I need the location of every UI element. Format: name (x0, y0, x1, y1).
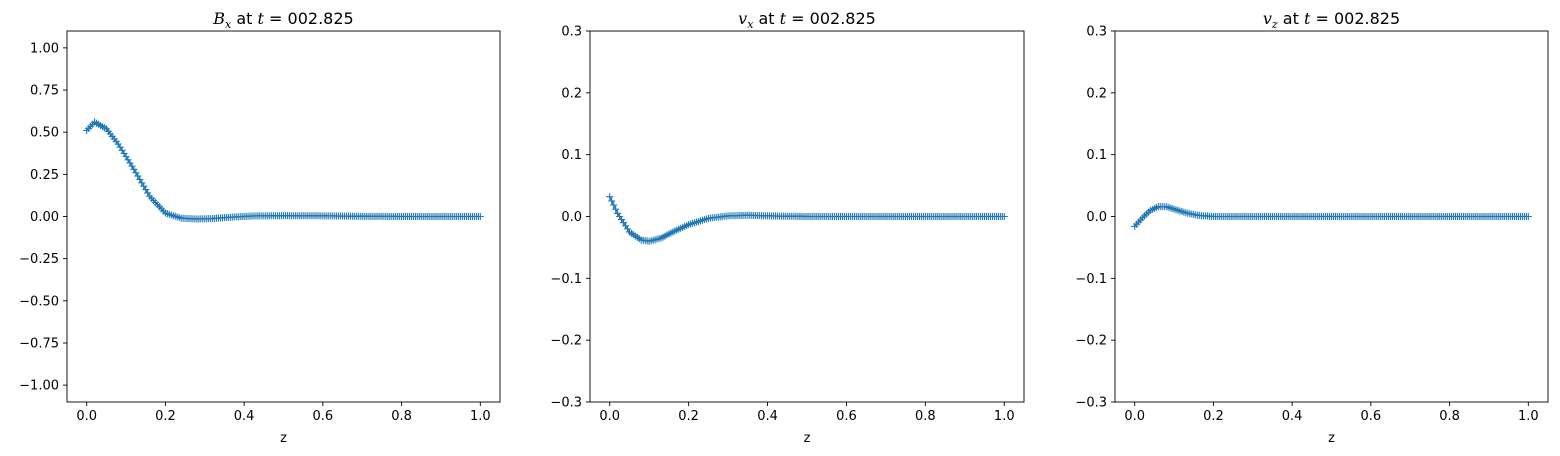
chart-title: vx at t = 002.825 (738, 9, 876, 31)
x-tick-label: 0.6 (1361, 409, 1382, 424)
x-tick-label: 0.4 (1282, 409, 1303, 424)
x-axis-label: z (1328, 431, 1335, 446)
y-tick-label: −0.75 (19, 336, 59, 351)
y-tick-label: −0.2 (1075, 334, 1107, 349)
data-point (612, 205, 620, 213)
chart-title: Bx at t = 002.825 (212, 9, 353, 31)
panel-vz: 0.0 0.2 0.4 0.6 0.8 1.0 −0.3 −0.2 −0.1 0.0 0.1 0.2 0… (1075, 9, 1549, 446)
y-tick-label: −0.3 (550, 396, 582, 411)
y-tick-label: 0.3 (561, 25, 582, 40)
x-tick-label: 1.0 (470, 409, 491, 424)
y-tick-label: −0.50 (19, 294, 59, 309)
x-tick-label: 0.8 (915, 409, 936, 424)
series-line (86, 121, 481, 220)
data-point (606, 193, 614, 201)
x-tick-label: 0.4 (757, 409, 778, 424)
chart-title: vz at t = 002.825 (1263, 9, 1400, 31)
y-tick-label: 0.75 (30, 84, 59, 99)
panel-bx: 0.0 0.2 0.4 0.6 0.8 1.0 −1.00 −0.75 −0.50 −0.25 0.… (19, 9, 501, 446)
x-tick-label: 0.0 (599, 409, 620, 424)
y-tick-label: 0.2 (561, 86, 582, 101)
series-markers (606, 193, 1008, 245)
y-tick-label: −1.00 (19, 379, 59, 394)
y-tick-label: 0.25 (30, 168, 59, 183)
x-tick-label: 0.2 (1203, 409, 1224, 424)
y-tick-label: −0.25 (19, 252, 59, 267)
y-tick-label: −0.1 (1075, 272, 1107, 287)
x-tick-label: 0.4 (234, 409, 255, 424)
x-axis-label: z (804, 431, 811, 446)
data-point (1000, 213, 1008, 220)
data-point (610, 201, 618, 209)
y-tick-label: 0.1 (1086, 148, 1107, 163)
x-tick-label: 0.6 (313, 409, 334, 424)
x-tick-label: 0.6 (836, 409, 857, 424)
series-markers (83, 118, 484, 223)
x-tick-label: 0.0 (1124, 409, 1145, 424)
x-axis-label: z (280, 431, 287, 446)
x-tick-label: 0.2 (678, 409, 699, 424)
x-tick-label: 0.2 (155, 409, 176, 424)
x-tick-label: 0.8 (1439, 409, 1460, 424)
y-tick-label: −0.2 (550, 334, 582, 349)
y-tick-label: −0.1 (550, 272, 582, 287)
data-point (608, 197, 616, 205)
y-tick-label: 1.00 (30, 41, 59, 56)
y-tick-label: 0.50 (30, 126, 59, 141)
data-point (476, 213, 484, 220)
y-tick-label: −0.3 (1075, 396, 1107, 411)
x-tick-label: 1.0 (994, 409, 1015, 424)
y-tick-label: 0.0 (1086, 210, 1107, 225)
y-tick-label: 0.00 (30, 210, 59, 225)
y-tick-label: 0.1 (561, 148, 582, 163)
x-tick-label: 1.0 (1518, 409, 1539, 424)
y-tick-label: 0.2 (1086, 86, 1107, 101)
y-tick-label: 0.3 (1086, 25, 1107, 40)
x-tick-label: 0.0 (76, 409, 97, 424)
data-point (1524, 213, 1532, 220)
y-tick-label: 0.0 (561, 210, 582, 225)
x-tick-label: 0.8 (391, 409, 412, 424)
panel-vx: 0.0 0.2 0.4 0.6 0.8 1.0 −0.3 −0.2 −0.1 0.0 0.1 0.2 0… (550, 9, 1025, 446)
series-markers (1131, 203, 1532, 230)
